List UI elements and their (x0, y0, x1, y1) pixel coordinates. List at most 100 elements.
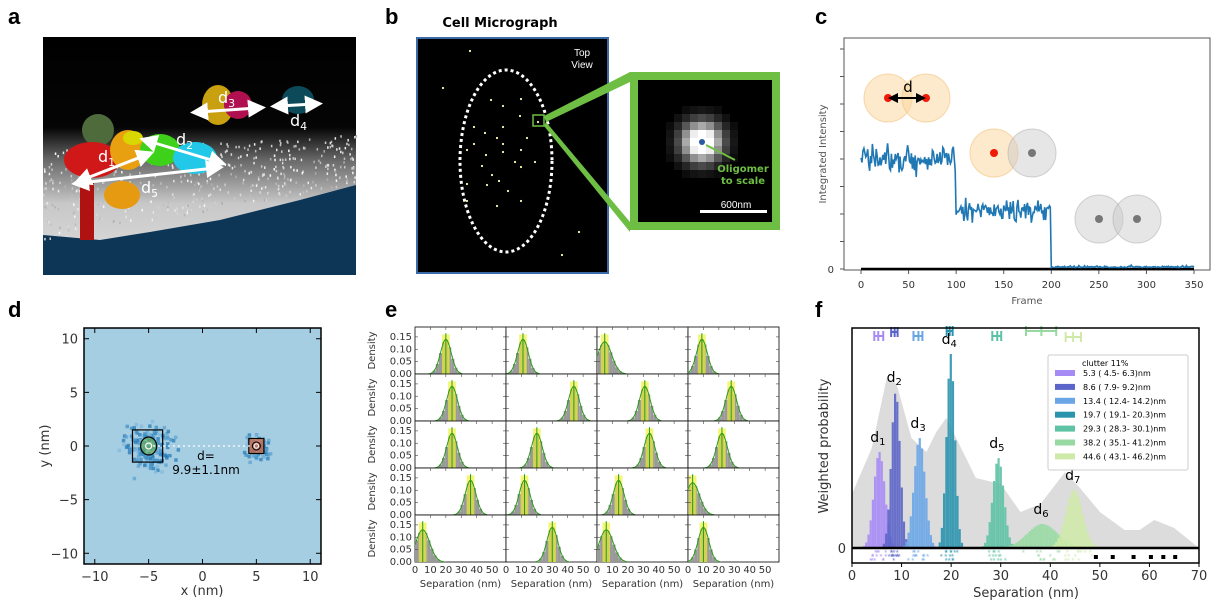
psf-pixel (714, 162, 722, 170)
e-hist-bar (691, 557, 695, 562)
f-star-marker: ★ (914, 553, 919, 559)
f-star-marker: ★ (1036, 553, 1041, 559)
e-hist-bar (545, 461, 549, 468)
arrow-d4 (270, 95, 323, 115)
f-peak-label: d3 (910, 416, 925, 434)
e-hist-bar (688, 371, 692, 374)
e-hist-bar (631, 417, 635, 421)
f-peak-label: d2 (887, 370, 902, 388)
f-hist-bar (869, 520, 872, 548)
d-pixel (266, 453, 271, 457)
f-hist-bar (1064, 515, 1067, 548)
psf-pixel (674, 146, 682, 154)
f-star-marker: ★ (1041, 557, 1046, 563)
f-star-marker: ★ (997, 553, 1002, 559)
d-pixel (242, 450, 247, 455)
c-xtick-label: 350 (1184, 280, 1203, 291)
d-pixel (125, 445, 129, 449)
f-hist-bar (1017, 541, 1020, 548)
f-hist-bar (949, 354, 952, 548)
f-star-marker: ★ (989, 557, 994, 563)
d-pixel (244, 453, 248, 457)
psf-pixel (682, 154, 690, 162)
f-star-marker: ★ (895, 553, 900, 559)
e-hist-bar (536, 513, 540, 515)
e-ytick-label: 0.00 (390, 369, 412, 380)
e-hist-bar (457, 372, 461, 374)
fluorophore-dot (501, 142, 505, 146)
f-star-marker: ★ (1083, 549, 1088, 555)
f-hist-bar (1057, 538, 1060, 548)
e-hist-bar (609, 352, 613, 374)
d-pixel (165, 431, 169, 436)
c-ylabel: Integrated Intensity (818, 104, 829, 203)
f-star-marker: ★ (1038, 557, 1043, 563)
f-star-marker: ★ (1021, 549, 1026, 555)
f-hist-bar (945, 437, 948, 548)
e-hist-bar (711, 457, 715, 468)
e-xtick-label: 40 (743, 565, 756, 576)
f-star-marker: ★ (948, 553, 953, 559)
f-legend-label: 38.2 ( 35.1- 41.2)nm (1083, 439, 1166, 448)
e-hist-bar (615, 552, 619, 562)
e-subplot (687, 467, 780, 516)
f-hist-bar (878, 452, 881, 548)
psf-pixel (682, 122, 690, 130)
psf-pixel (690, 162, 698, 170)
c-axes-frame (843, 37, 1211, 271)
panel-label-a: a (8, 4, 21, 29)
c-state-both-off (1074, 194, 1162, 244)
c-xtick-label: 100 (947, 280, 966, 291)
psf-pixel (722, 130, 730, 138)
psf-pixel (706, 138, 714, 146)
e-subplot (687, 420, 780, 469)
d-cluster-ellipse (251, 441, 261, 451)
f-legend-swatch (1055, 397, 1075, 404)
e-hist-bar (475, 499, 480, 515)
psf-pixel (682, 106, 690, 114)
f-xtick-label: 20 (943, 569, 960, 584)
f-star-marker: ★ (944, 557, 949, 563)
d-xlabel: x (nm) (181, 584, 224, 599)
f-star-marker: ★ (906, 557, 911, 563)
d-pixel (160, 470, 164, 474)
protein-teal (282, 86, 314, 114)
zoom-connector-bottom (544, 122, 630, 232)
f-hist-bar (1059, 532, 1062, 548)
e-hist-bar (460, 414, 464, 421)
psf-pixel (706, 154, 714, 162)
f-star-marker: ★ (1038, 557, 1043, 563)
c-xtick-label: 250 (1089, 280, 1108, 291)
d-pixel (134, 422, 138, 427)
e-hist-bar (523, 464, 527, 468)
f-hist-bar (951, 381, 955, 548)
f-legend-label: 13.4 ( 12.4- 14.2)nm (1083, 397, 1166, 406)
f-star-marker: ★ (870, 553, 875, 559)
e-hist-bar (441, 410, 446, 421)
f-hist-bar (1081, 514, 1085, 548)
f-hist-bar (1031, 529, 1034, 548)
psf-pixel (690, 146, 698, 154)
f-legend-label: 8.6 ( 7.9- 9.2)nm (1083, 383, 1151, 392)
e-hist-bar (436, 559, 440, 562)
f-hist-bar (874, 476, 877, 548)
f-star-marker: ★ (911, 553, 916, 559)
d-pixel (254, 433, 259, 437)
f-star-marker: ★ (1065, 549, 1070, 555)
f-star-marker: ★ (870, 553, 875, 559)
e-ytick-label: 0.05 (390, 498, 412, 509)
e-xtick-label: 50 (486, 565, 499, 576)
f-hist-bar (916, 445, 919, 548)
f-hist-bar (1046, 525, 1049, 548)
d-pixel (117, 448, 121, 453)
fluorophore-dot (536, 120, 540, 124)
f-hist-bar (1084, 523, 1087, 548)
d-pixel (139, 452, 143, 456)
fluorophore-dot (506, 189, 510, 193)
e-ylabel: Density (367, 519, 378, 557)
e-ytick-label: 0.05 (390, 404, 412, 415)
f-star-marker: ★ (895, 553, 900, 559)
f-star-marker: ★ (1063, 553, 1068, 559)
f-star-marker: ★ (889, 553, 894, 559)
f-xtick-label: 50 (1092, 569, 1109, 584)
